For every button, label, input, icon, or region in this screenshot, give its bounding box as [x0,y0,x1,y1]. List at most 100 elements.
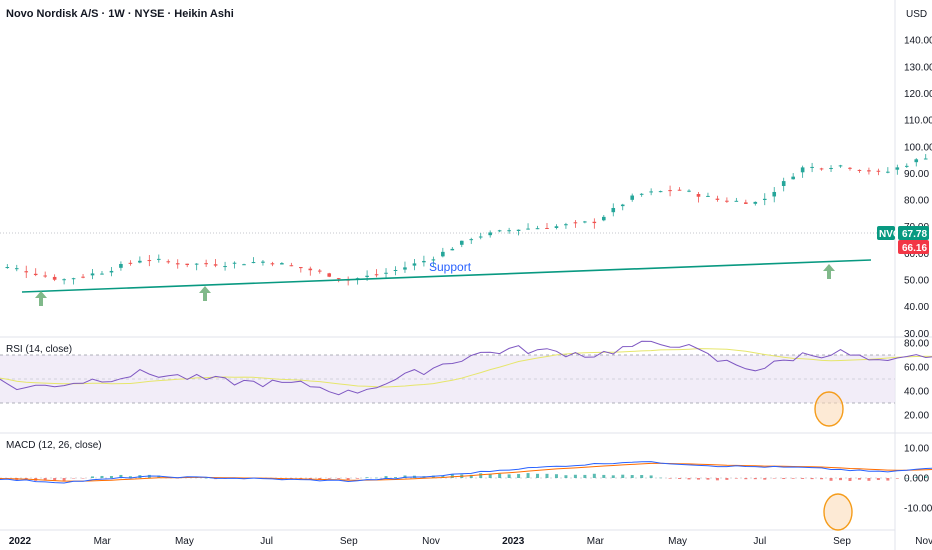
macd-histogram-bar [839,478,843,481]
candle-body [384,272,388,274]
candle-body [289,265,294,267]
symbol-tag-text: NVO [879,229,901,240]
macd-histogram-bar [744,478,748,480]
price-axis[interactable]: 30.0040.0050.0060.0070.0080.0090.00100.0… [904,36,932,340]
macd-histogram-bar [545,473,549,478]
macd-histogram-bar [327,478,331,479]
macd-histogram-bar [621,474,625,478]
candle-body [857,169,862,171]
price-tick-label: 120.00 [904,89,932,100]
candle-body [299,267,303,269]
price-tick-label: 80.00 [904,196,929,207]
time-tick-label: May [668,536,687,547]
candle-body [753,201,758,204]
rsi-tick-label: 80.00 [904,339,929,350]
macd-histogram-bar [829,478,833,481]
candle-body [109,270,114,273]
macd-axis[interactable]: -10.00 0.000 10.00 [904,444,932,515]
candle-body [469,239,474,241]
candle-body [261,261,265,263]
time-tick-label: Jul [260,536,273,547]
candle-body [81,276,85,278]
candle-body [156,258,161,260]
macd-histogram-bar [431,475,435,478]
support-label: Support [429,260,472,274]
macd-histogram-bar [526,473,530,478]
macd-histogram-bar [763,478,767,480]
candle-body [497,230,502,232]
candle-body [194,263,199,265]
up-arrow-icon [823,264,835,279]
macd-histogram-bar [687,478,691,480]
candle-body [223,266,227,268]
candle-body [762,198,767,201]
close-open-tag-text: 66.16 [902,243,927,254]
macd-histogram-bar [924,476,928,478]
time-tick-label: May [175,536,194,547]
candle-body [535,228,540,230]
macd-histogram-bar [365,477,369,478]
macd-histogram-bar [346,478,350,481]
macd-histogram-bar [668,478,672,479]
macd-histogram-bar [820,478,824,480]
price-tick-label: 140.00 [904,36,932,47]
candle-body [403,267,407,270]
candle-body [923,158,928,160]
price-tick-label: 40.00 [904,302,929,313]
candle-body [649,191,653,193]
candle-body [62,279,66,281]
candle-body [867,170,871,172]
macd-histogram-bar [696,478,700,480]
time-tick-label: Mar [587,536,605,547]
candle-body [848,167,852,169]
candle-body [43,275,47,277]
macd-histogram-bar [602,474,606,478]
rsi-tick-label: 60.00 [904,363,929,374]
macd-histogram-bar [914,476,918,478]
candlesticks [5,154,928,286]
time-axis[interactable]: 2022MarMayJulSepNov2023MarMayJulSepNov20… [9,536,932,547]
candle-body [800,167,805,173]
macd-pane-label: MACD (12, 26, close) [6,440,102,451]
candle-body [687,190,691,192]
support-line[interactable] [21,259,872,293]
macd-histogram-bar [725,478,729,480]
macd-histogram-bar [53,478,57,481]
time-tick-label: 2023 [502,536,525,547]
candle-body [734,200,739,202]
candle-body [668,190,672,192]
rsi-axis[interactable]: 20.00 40.00 60.00 80.00 [904,339,929,422]
candle-body [658,191,663,193]
macd-histogram-bar [630,475,634,478]
candle-body [545,227,549,229]
macd-histogram-bar [91,476,95,478]
macd-histogram-bar [157,475,161,478]
rsi-highlight-circle [814,391,844,427]
macd-tick-label: 0.000 [904,474,929,485]
macd-histogram-bar [479,473,483,478]
candle-body [876,170,881,172]
macd-histogram-bar [782,478,786,480]
candle-body [270,263,275,265]
macd-tick-label: 10.00 [904,444,929,455]
macd-line [0,461,932,484]
candle-body [706,195,710,197]
price-tick-label: 110.00 [904,116,932,127]
candle-body [810,166,814,168]
up-arrow-icon [199,286,211,301]
time-tick-label: Sep [833,536,851,547]
candle-body [526,228,530,230]
candle-body [592,221,597,224]
candle-body [696,194,701,197]
candle-body [90,273,95,276]
macd-histogram-bar [62,478,66,481]
macd-histogram-bar [128,476,132,478]
candle-body [431,259,436,261]
macd-histogram-bar [554,474,558,478]
candle-body [838,165,843,167]
candle-body [204,263,208,265]
macd-histogram-bar [403,475,407,478]
close-open-tag: 66.16 [898,240,929,254]
candle-body [602,216,606,221]
